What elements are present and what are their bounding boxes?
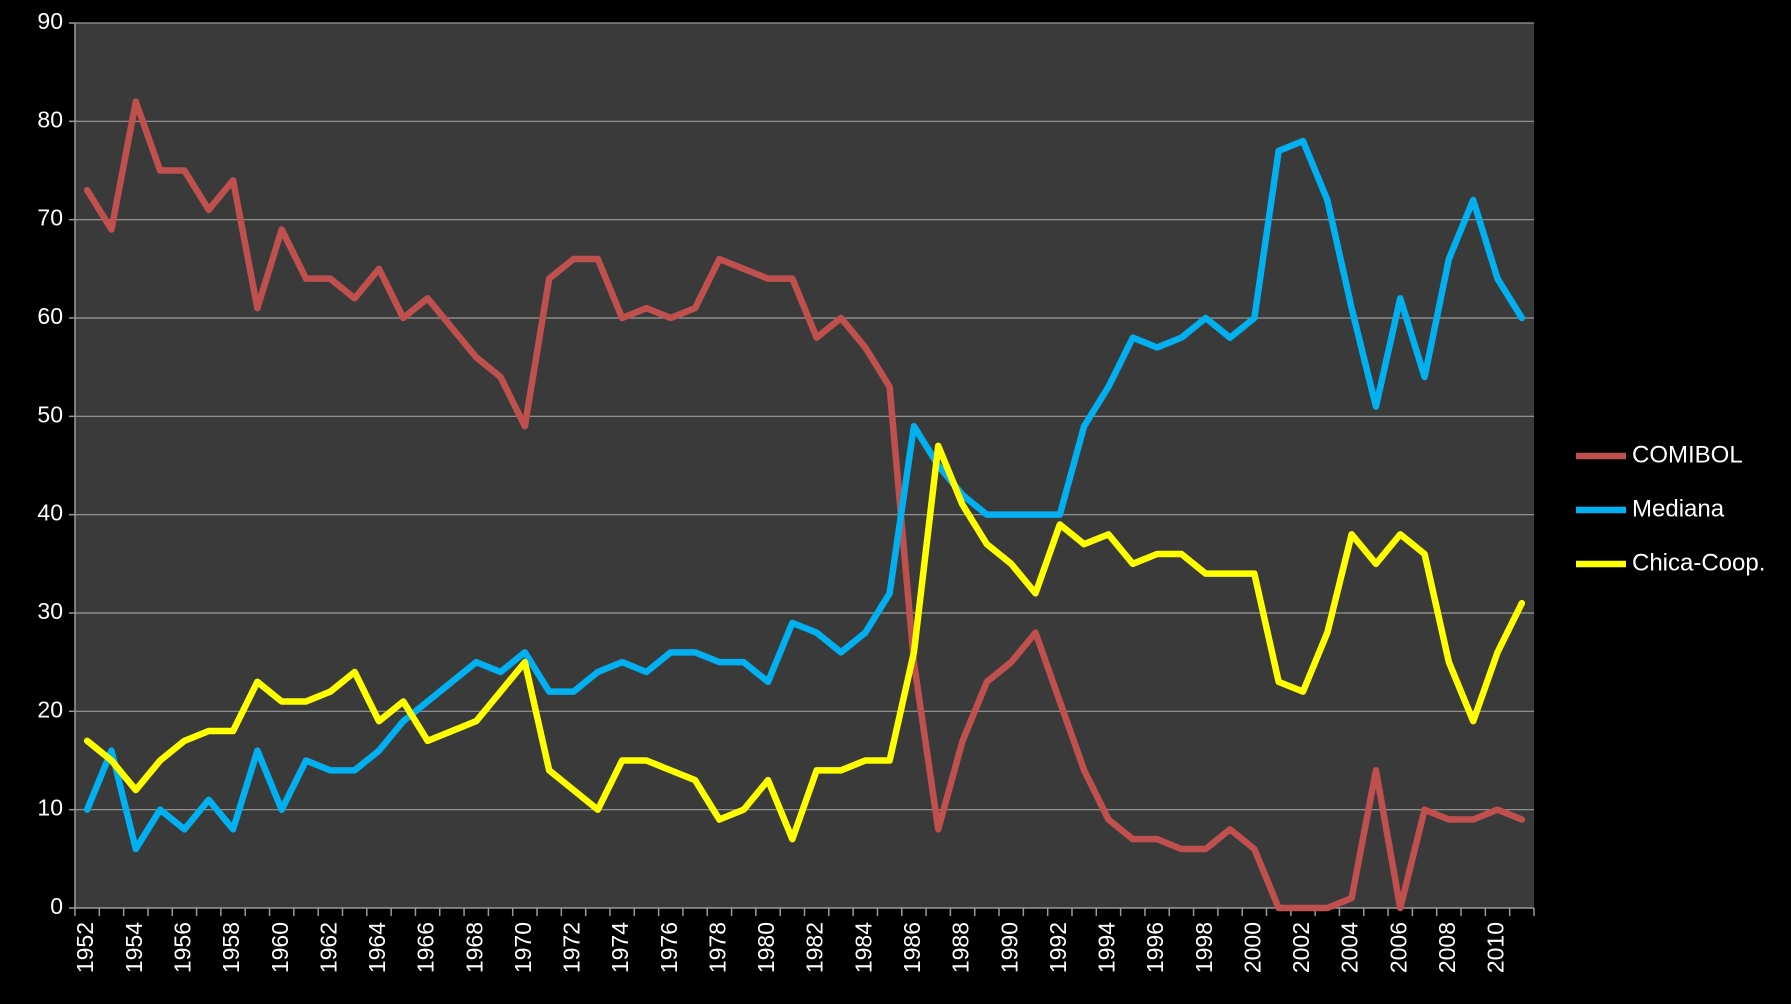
legend-label: Chica-Coop. bbox=[1632, 549, 1765, 576]
x-tick-label: 1978 bbox=[704, 922, 730, 973]
x-tick-label: 1956 bbox=[170, 922, 196, 973]
x-tick-label: 1962 bbox=[315, 922, 341, 973]
x-tick-label: 1986 bbox=[899, 922, 925, 973]
x-tick-label: 1958 bbox=[218, 922, 244, 973]
y-tick-label: 10 bbox=[37, 795, 63, 821]
x-tick-label: 1996 bbox=[1142, 922, 1168, 973]
x-tick-label: 2008 bbox=[1434, 922, 1460, 973]
y-tick-label: 0 bbox=[50, 893, 63, 919]
x-tick-label: 1952 bbox=[72, 922, 98, 973]
x-tick-label: 1988 bbox=[948, 922, 974, 973]
y-tick-label: 20 bbox=[37, 696, 63, 722]
y-tick-label: 40 bbox=[37, 500, 63, 526]
x-tick-label: 1990 bbox=[996, 922, 1022, 973]
plot-area bbox=[75, 23, 1534, 908]
x-tick-label: 2002 bbox=[1288, 922, 1314, 973]
x-tick-label: 1964 bbox=[364, 922, 390, 973]
x-tick-label: 1972 bbox=[559, 922, 585, 973]
x-tick-label: 1960 bbox=[267, 922, 293, 973]
series-line bbox=[83, 442, 1526, 843]
x-tick-label: 2006 bbox=[1385, 922, 1411, 973]
x-tick-label: 1994 bbox=[1094, 922, 1120, 973]
x-tick-label: 1974 bbox=[607, 922, 633, 973]
series-line bbox=[83, 98, 1526, 912]
x-tick-label: 1966 bbox=[413, 922, 439, 973]
y-tick-label: 60 bbox=[37, 303, 63, 329]
legend-label: COMIBOL bbox=[1632, 441, 1743, 468]
x-tick-label: 2000 bbox=[1239, 922, 1265, 973]
x-tick-label: 1970 bbox=[510, 922, 536, 973]
y-tick-label: 80 bbox=[37, 106, 63, 132]
x-tick-label: 1998 bbox=[1191, 922, 1217, 973]
y-tick-label: 50 bbox=[37, 401, 63, 427]
series-line bbox=[83, 137, 1526, 853]
x-tick-label: 1982 bbox=[802, 922, 828, 973]
x-tick-label: 1984 bbox=[850, 922, 876, 973]
y-tick-label: 30 bbox=[37, 598, 63, 624]
y-tick-label: 70 bbox=[37, 205, 63, 231]
legend-label: Mediana bbox=[1632, 495, 1725, 522]
x-tick-label: 1968 bbox=[461, 922, 487, 973]
x-tick-label: 1976 bbox=[656, 922, 682, 973]
x-tick-label: 1992 bbox=[1045, 922, 1071, 973]
x-tick-label: 2004 bbox=[1337, 922, 1363, 973]
x-tick-label: 2010 bbox=[1483, 922, 1509, 973]
x-tick-label: 1954 bbox=[121, 922, 147, 973]
x-tick-label: 1980 bbox=[753, 922, 779, 973]
y-tick-label: 90 bbox=[37, 8, 63, 34]
